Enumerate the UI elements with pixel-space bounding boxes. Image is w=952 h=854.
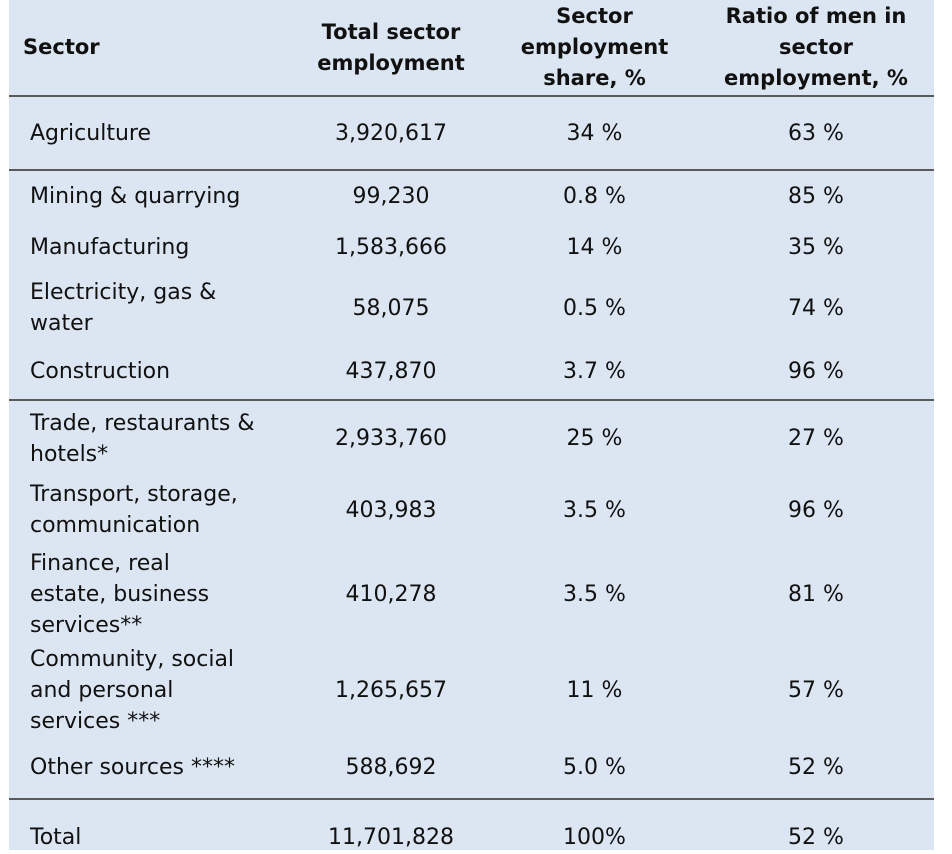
sector-name: Total — [9, 798, 291, 854]
employment-share: 14 % — [566, 234, 623, 260]
table-row: Transport, storage, communication 403,98… — [9, 476, 934, 544]
employment-share: 100% — [491, 798, 698, 854]
employment-share: 11 % — [566, 678, 623, 703]
total-employment: 437,870 — [345, 359, 437, 384]
header-employment-share: Sector employment share, % — [491, 0, 698, 97]
header-total-employment: Total sector employment — [291, 0, 491, 97]
table-row: Electricity, gas & water 58,075 0.5 % 74… — [9, 272, 934, 344]
ratio-men: 74 % — [788, 295, 844, 321]
ratio-men: 52 % — [698, 798, 934, 854]
employment-share: 0.5 % — [563, 295, 626, 321]
total-employment: 1,265,657 — [335, 678, 447, 703]
employment-share: 3.5 % — [563, 581, 626, 607]
sector-name: Electricity, gas & water — [30, 280, 217, 336]
total-employment: 99,230 — [291, 169, 491, 222]
header-sector: Sector — [9, 0, 291, 97]
employment-share: 34 % — [566, 120, 623, 146]
total-employment: 3,920,617 — [335, 120, 447, 146]
employment-share: 3.5 % — [563, 497, 626, 523]
ratio-men: 52 % — [788, 755, 844, 780]
sector-name: Construction — [30, 359, 171, 384]
sector-name: Trade, restaurants & hotels* — [9, 399, 291, 476]
sector-name: Transport, storage, communication — [30, 482, 238, 538]
total-employment: 1,583,666 — [335, 234, 447, 260]
table-row: Community, social and personal services … — [9, 644, 934, 737]
total-employment: 11,701,828 — [291, 798, 491, 854]
table-row-total: Total 11,701,828 100% 52 % — [9, 798, 934, 854]
ratio-men: 35 % — [788, 234, 844, 260]
employment-share: 25 % — [491, 399, 698, 476]
total-employment: 588,692 — [345, 755, 437, 780]
ratio-men: 96 % — [788, 497, 844, 523]
table-row: Other sources **** 588,692 5.0 % 52 % — [9, 737, 934, 799]
table-row: Construction 437,870 3.7 % 96 % — [9, 344, 934, 400]
ratio-men: 63 % — [788, 120, 844, 146]
ratio-men: 57 % — [788, 678, 844, 703]
bottom-edge — [0, 850, 952, 854]
table-row: Mining & quarrying 99,230 0.8 % 85 % — [9, 169, 934, 222]
table-row: Agriculture 3,920,617 34 % 63 % — [9, 96, 934, 170]
sector-name: Agriculture — [30, 120, 151, 146]
employment-share: 0.8 % — [491, 169, 698, 222]
sector-name: Other sources **** — [30, 755, 235, 780]
ratio-men: 81 % — [788, 581, 844, 607]
table-row: Trade, restaurants & hotels* 2,933,760 2… — [9, 399, 934, 476]
total-employment: 403,983 — [345, 497, 437, 523]
total-employment: 58,075 — [352, 295, 430, 321]
employment-share: 3.7 % — [563, 359, 626, 384]
sector-name: Manufacturing — [30, 234, 190, 260]
employment-share: 5.0 % — [563, 755, 626, 780]
sector-employment-table: Sector Total sector employment Sector em… — [9, 0, 934, 854]
ratio-men: 85 % — [698, 169, 934, 222]
sector-name: Community, social and personal services … — [30, 647, 235, 734]
ratio-men: 27 % — [698, 399, 934, 476]
table-row: Manufacturing 1,583,666 14 % 35 % — [9, 222, 934, 272]
sector-name: Mining & quarrying — [9, 169, 291, 222]
header-ratio-men: Ratio of men in sector employment, % — [698, 0, 934, 97]
sector-name: Finance, real estate, business services*… — [30, 550, 210, 638]
employment-table-container: Sector Total sector employment Sector em… — [9, 0, 934, 854]
table-row: Finance, real estate, business services*… — [9, 544, 934, 644]
header-row: Sector Total sector employment Sector em… — [9, 0, 934, 97]
total-employment: 2,933,760 — [291, 399, 491, 476]
ratio-men: 96 % — [788, 359, 844, 384]
total-employment: 410,278 — [345, 581, 437, 607]
